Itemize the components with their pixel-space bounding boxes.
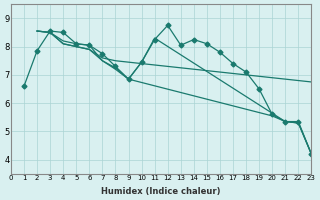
X-axis label: Humidex (Indice chaleur): Humidex (Indice chaleur) [101, 187, 221, 196]
